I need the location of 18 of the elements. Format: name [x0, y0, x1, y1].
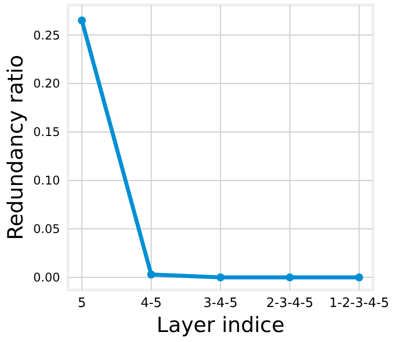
y-tick-label: 0.00: [33, 270, 60, 285]
x-tick-label: 2-3-4-5: [266, 296, 314, 311]
point: [286, 273, 294, 282]
x-axis-title: Layer indice: [156, 313, 284, 337]
y-tick-label: 0.20: [33, 76, 60, 91]
y-tick-label: 0.25: [33, 28, 60, 42]
y-axis-title: Redundancy ratio: [3, 54, 28, 240]
x-tick-label: 5: [78, 296, 86, 311]
x-tick-label: 1-2-3-4-5: [329, 296, 390, 311]
point: [216, 273, 224, 282]
x-tick-label: 4-5: [140, 296, 162, 311]
y-tick-label: 0.15: [33, 125, 60, 140]
x-tick-label: 3-4-5: [203, 296, 238, 311]
point: [355, 273, 364, 282]
y-tick-label: 0.05: [33, 222, 60, 236]
point: [147, 270, 156, 278]
y-tick-label: 0.10: [33, 174, 60, 188]
point: [78, 16, 86, 25]
